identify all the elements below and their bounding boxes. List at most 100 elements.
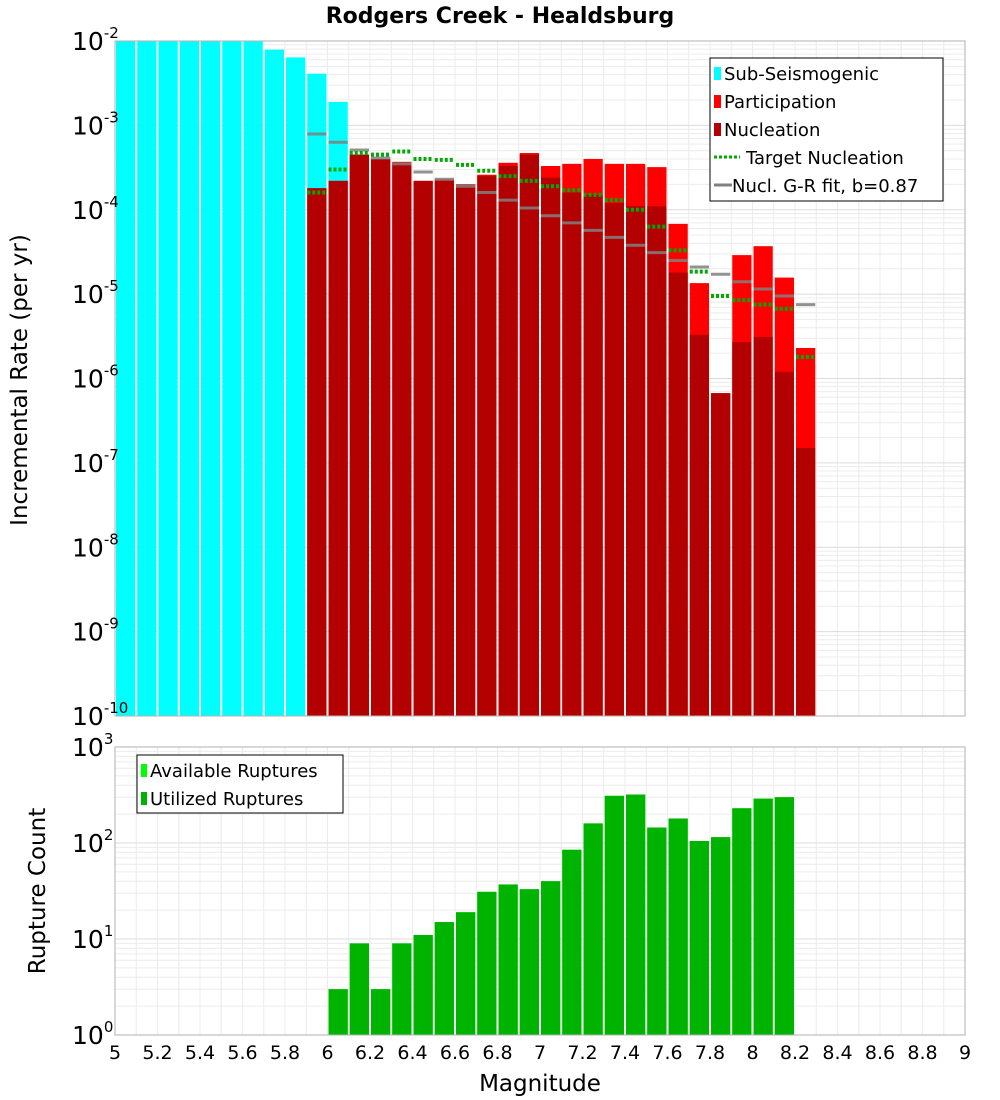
- top-bar-nucleation-6-95: [519, 154, 539, 716]
- x-tick-label-6-4: 6.4: [397, 1042, 427, 1064]
- bottom-bar-utilized-6-55: [434, 922, 454, 1035]
- legend-swatch-nucleation: [714, 123, 721, 136]
- legend-label-nucleation: Nucleation: [724, 120, 820, 141]
- top-legend: Sub-Seismogenic Participation Nucleation…: [709, 57, 944, 202]
- x-axis-label: Magnitude: [479, 1071, 601, 1097]
- x-tick-label-6-8: 6.8: [482, 1042, 512, 1064]
- x-tick-label-7-6: 7.6: [652, 1042, 682, 1064]
- top-y-axis-label: Incremental Rate (per yr): [7, 234, 33, 526]
- top-y-tick-label: 10-5: [72, 277, 119, 309]
- top-bar-nucleation-8-15: [774, 371, 794, 716]
- bottom-y-axis-label: Rupture Count: [25, 808, 51, 974]
- x-tick-label-6-6: 6.6: [440, 1042, 470, 1064]
- bottom-bar-utilized-7-95: [732, 808, 752, 1035]
- top-bar-nucleation-6-65: [456, 184, 476, 717]
- bottom-y-tick-label: 101: [72, 922, 113, 954]
- top-y-tick-exponent: -6: [104, 362, 119, 380]
- legend-label-gr-fit: Nucl. G-R fit, b=0.87: [732, 176, 918, 197]
- top-bar-nucleation-7-25: [583, 194, 603, 716]
- bottom-legend: Available Ruptures Utilized Ruptures: [136, 754, 344, 814]
- top-bar-sub-seismogenic-5-05: [116, 41, 136, 716]
- top-y-tick-exponent: -5: [104, 277, 119, 295]
- top-bar-nucleation-7-75: [689, 334, 709, 716]
- top-y-tick-label: 10-10: [72, 699, 128, 731]
- legend-label-participation: Participation: [724, 92, 836, 113]
- bottom-bar-utilized-7-55: [647, 827, 667, 1035]
- top-y-tick-exponent: -4: [104, 193, 119, 211]
- top-y-tick-label: 10-2: [72, 24, 119, 56]
- x-tick-label-8-8: 8.8: [907, 1042, 937, 1064]
- top-bar-nucleation-7-65: [668, 272, 688, 716]
- bottom-y-tick-base: 10: [72, 925, 104, 954]
- top-y-tick-base: 10: [72, 702, 104, 731]
- bottom-bar-utilized-7-85: [711, 837, 731, 1035]
- x-tick-label-7-4: 7.4: [610, 1042, 640, 1064]
- legend-swatch-participation: [714, 95, 721, 108]
- top-bar-nucleation-6-75: [477, 176, 497, 716]
- top-y-tick-base: 10: [72, 365, 104, 394]
- top-y-tick-base: 10: [72, 533, 104, 562]
- x-tick-label-5-8: 5.8: [270, 1042, 300, 1064]
- bottom-y-tick-label: 103: [72, 730, 113, 762]
- top-y-tick-exponent: -10: [104, 699, 129, 717]
- x-tick-label-8-6: 8.6: [865, 1042, 895, 1064]
- top-bar-nucleation-6-25: [371, 158, 391, 717]
- top-y-tick-exponent: -3: [104, 108, 119, 126]
- top-lines: [307, 132, 816, 359]
- top-y-tick-base: 10: [72, 449, 104, 478]
- x-tick-label-7: 7: [534, 1042, 546, 1064]
- top-bar-nucleation-7-45: [626, 206, 646, 716]
- legend-label-sub-seismogenic: Sub-Seismogenic: [724, 64, 879, 85]
- bottom-bars: [328, 794, 794, 1035]
- top-bar-sub-seismogenic-5-15: [137, 41, 157, 716]
- x-tick-label-8: 8: [746, 1042, 758, 1064]
- top-y-tick-label: 10-9: [72, 615, 119, 647]
- bottom-bar-utilized-7-75: [689, 840, 709, 1035]
- top-bar-nucleation-6-35: [392, 162, 412, 716]
- bottom-bar-utilized-7-65: [668, 818, 688, 1035]
- top-bar-sub-seismogenic-5-65: [243, 41, 263, 716]
- top-y-tick-base: 10: [72, 27, 104, 56]
- top-bar-sub-seismogenic-5-35: [179, 41, 199, 716]
- legend-label-utilized-ruptures: Utilized Ruptures: [150, 789, 303, 810]
- top-y-tick-exponent: -2: [104, 24, 119, 42]
- bottom-y-tick-exponent: 0: [104, 1018, 114, 1036]
- top-y-tick-base: 10: [72, 196, 104, 225]
- bottom-y-tick-base: 10: [72, 829, 104, 858]
- top-bar-nucleation-8-25: [796, 448, 816, 716]
- top-y-tick-label: 10-6: [72, 362, 119, 394]
- top-y-tick-exponent: -9: [104, 615, 119, 633]
- legend-swatch-sub-seismogenic: [714, 67, 721, 80]
- bottom-y-tick-base: 10: [72, 733, 104, 762]
- bottom-bar-utilized-6-65: [456, 912, 476, 1035]
- bottom-plot-frame: [114, 746, 966, 1036]
- legend-swatch-utilized-ruptures: [141, 792, 147, 805]
- x-tick-label-5: 5: [109, 1042, 121, 1064]
- top-plot-frame: [114, 40, 966, 717]
- x-tick-label-7-8: 7.8: [695, 1042, 725, 1064]
- top-bar-sub-seismogenic-5-75: [264, 49, 284, 717]
- x-tick-label-7-2: 7.2: [567, 1042, 597, 1064]
- x-tick-label-8-4: 8.4: [822, 1042, 852, 1064]
- bottom-bar-utilized-6-45: [413, 935, 433, 1035]
- top-legend-box: [709, 57, 944, 202]
- x-tick-label-6-2: 6.2: [355, 1042, 385, 1064]
- bottom-bar-utilized-6-75: [477, 891, 497, 1035]
- bottom-y-tick-label: 102: [72, 826, 113, 858]
- top-bar-sub-seismogenic-5-85: [286, 57, 306, 716]
- x-tick-label-6: 6: [321, 1042, 333, 1064]
- bottom-bar-utilized-7-15: [562, 849, 582, 1035]
- top-bar-nucleation-7-55: [647, 206, 667, 716]
- bottom-legend-box: [136, 754, 344, 814]
- top-y-tick-base: 10: [72, 111, 104, 140]
- bottom-y-tick-exponent: 1: [104, 922, 114, 940]
- bottom-bar-utilized-6-35: [392, 943, 412, 1035]
- top-bar-nucleation-7-15: [562, 192, 582, 717]
- bottom-bar-utilized-6-85: [498, 884, 518, 1035]
- x-tick-label-5-6: 5.6: [227, 1042, 257, 1064]
- chart-title: Rodgers Creek - Healdsburg: [326, 4, 675, 29]
- top-bar-nucleation-8-05: [753, 337, 773, 716]
- top-y-tick-label: 10-7: [72, 446, 119, 478]
- top-bar-nucleation-6-15: [349, 154, 369, 716]
- legend-label-available-ruptures: Available Ruptures: [150, 761, 318, 782]
